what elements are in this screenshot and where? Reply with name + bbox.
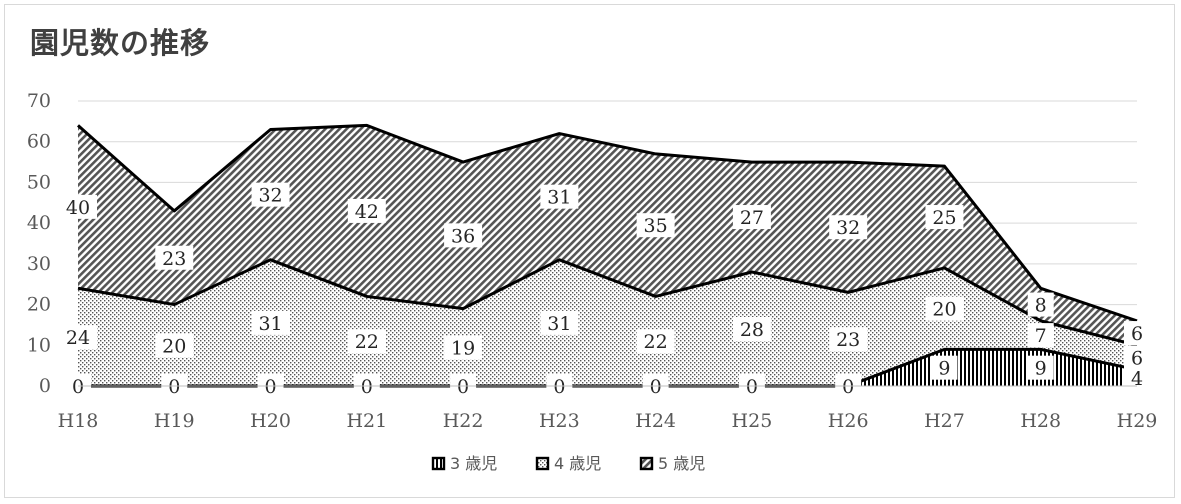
data-label: 0 xyxy=(746,376,758,398)
y-tick-label: 20 xyxy=(27,294,51,316)
data-label: 0 xyxy=(168,376,180,398)
y-tick-label: 60 xyxy=(27,131,51,153)
data-label-box xyxy=(59,325,97,350)
x-tick-label: H20 xyxy=(250,410,291,432)
data-label-box xyxy=(829,327,868,352)
data-label-box xyxy=(636,213,675,238)
data-label: 27 xyxy=(740,207,764,229)
data-label: 31 xyxy=(258,313,282,335)
data-label: 32 xyxy=(836,217,860,239)
y-tick-label: 50 xyxy=(27,171,51,193)
data-label: 23 xyxy=(836,329,860,351)
data-label: 25 xyxy=(932,207,956,229)
data-label: 9 xyxy=(1035,358,1047,380)
series-line-2 xyxy=(77,258,1138,347)
data-label-box xyxy=(829,215,868,240)
series-area-2 xyxy=(78,259,1137,386)
data-label: 0 xyxy=(457,376,469,398)
data-label: 42 xyxy=(355,201,379,223)
data-label-box xyxy=(155,245,194,270)
x-tick-label: H19 xyxy=(154,410,195,432)
data-label: 40 xyxy=(66,197,90,219)
data-label: 0 xyxy=(553,376,565,398)
data-label-box xyxy=(925,205,964,230)
data-label: 36 xyxy=(451,225,475,247)
x-tick-label: H21 xyxy=(346,410,387,432)
y-tick-label: 70 xyxy=(27,90,51,112)
data-label-box xyxy=(1124,321,1150,346)
x-tick-label: H23 xyxy=(539,410,580,432)
series-area-3 xyxy=(78,125,1137,346)
data-label: 0 xyxy=(264,376,276,398)
data-label: 20 xyxy=(932,299,956,321)
data-label-box xyxy=(732,205,771,230)
data-label: 24 xyxy=(66,327,90,349)
data-label-box xyxy=(59,194,97,219)
data-label: 35 xyxy=(644,215,668,237)
x-tick-label: H28 xyxy=(1020,410,1061,432)
series-line-3 xyxy=(77,123,1138,323)
legend-label: 4 歳児 xyxy=(554,454,601,473)
data-label: 0 xyxy=(650,376,662,398)
data-label: 0 xyxy=(72,376,84,398)
data-label-box xyxy=(155,333,194,358)
chart-title: 園児数の推移 xyxy=(30,26,211,60)
data-label: 31 xyxy=(547,313,571,335)
data-label-box xyxy=(636,329,675,354)
data-label: 6 xyxy=(1131,323,1143,345)
data-label: 4 xyxy=(1131,368,1143,390)
data-label-box xyxy=(540,310,579,335)
data-label-box xyxy=(925,296,964,321)
data-label-box xyxy=(1027,323,1054,348)
data-label-box xyxy=(251,310,290,335)
data-label-box xyxy=(251,182,290,207)
x-tick-label: H29 xyxy=(1117,410,1158,432)
legend: 3 歳児 4 歳児 5 歳児 xyxy=(431,454,705,473)
y-tick-label: 10 xyxy=(27,334,51,356)
data-label: 22 xyxy=(355,331,379,353)
x-tick-label: H25 xyxy=(732,410,773,432)
data-label-box xyxy=(1027,355,1054,380)
legend-swatch-1 xyxy=(431,456,446,471)
data-label-box xyxy=(444,335,483,360)
data-label-box xyxy=(1027,292,1054,317)
x-tick-label: H26 xyxy=(828,410,869,432)
legend-label: 5 歳児 xyxy=(658,454,705,473)
data-label-box xyxy=(1124,345,1150,370)
data-label-box xyxy=(347,329,386,354)
data-label: 8 xyxy=(1035,295,1047,317)
legend-label: 3 歳児 xyxy=(450,454,497,473)
data-label: 28 xyxy=(740,319,764,341)
y-tick-label: 30 xyxy=(27,253,51,275)
x-tick-label: H27 xyxy=(924,410,965,432)
data-label-box xyxy=(732,317,771,341)
data-label: 23 xyxy=(162,248,186,270)
data-label-box xyxy=(444,223,483,248)
data-label: 20 xyxy=(162,335,186,357)
x-tick-label: H22 xyxy=(443,410,484,432)
data-label: 0 xyxy=(361,376,373,398)
x-tick-label: H18 xyxy=(58,410,99,432)
data-label: 7 xyxy=(1035,325,1047,347)
data-label: 19 xyxy=(451,337,475,359)
data-label: 31 xyxy=(547,187,571,209)
data-label-box xyxy=(540,184,579,209)
y-tick-label: 0 xyxy=(39,375,51,397)
data-label: 32 xyxy=(258,185,282,207)
legend-swatch-3 xyxy=(639,456,654,471)
data-label: 22 xyxy=(644,331,668,353)
data-label-box xyxy=(347,198,386,223)
data-label: 6 xyxy=(1131,348,1143,370)
data-label: 0 xyxy=(842,376,854,398)
y-tick-label: 40 xyxy=(27,212,51,234)
legend-swatch-2 xyxy=(535,456,550,471)
data-label: 9 xyxy=(938,358,950,380)
x-tick-label: H24 xyxy=(635,410,676,432)
data-label-box xyxy=(931,355,958,380)
